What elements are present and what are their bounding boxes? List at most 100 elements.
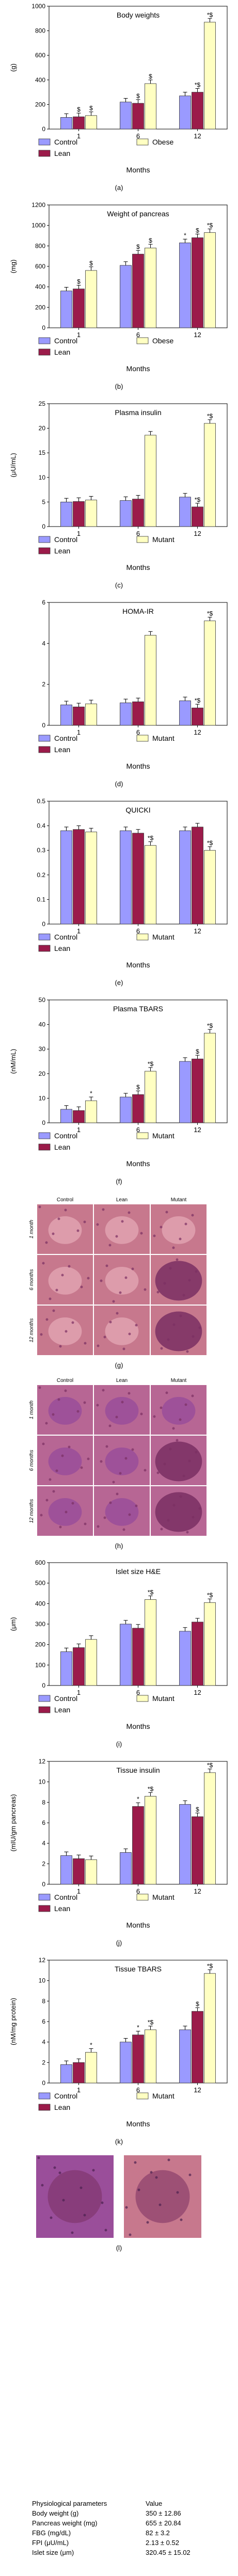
x-tick-label: 6 — [136, 2086, 140, 2094]
nucleus-dot — [179, 1237, 182, 1241]
physiological-table: Physiological parameters Value Body weig… — [32, 2499, 208, 2557]
legend-swatch — [136, 536, 149, 543]
x-tick-label: 1 — [77, 132, 81, 140]
y-tick-label: 0 — [42, 1682, 45, 1689]
nucleus-dot — [122, 1528, 125, 1531]
nucleus-dot — [92, 2169, 95, 2172]
micrograph-column-label: Mutant — [171, 1378, 187, 1384]
micrograph-pair-l — [36, 2155, 201, 2238]
significance-mark: *$ — [207, 610, 213, 617]
bar — [73, 706, 85, 726]
micrograph-column-label: Lean — [116, 1197, 128, 1203]
micrograph-row-label: 6 months — [29, 1269, 35, 1290]
nucleus-dot — [96, 1404, 99, 1407]
nucleus-dot — [180, 2218, 183, 2221]
nucleus-dot — [57, 1217, 60, 1220]
bar — [85, 832, 97, 925]
legend-swatch — [136, 337, 149, 344]
nucleus-dot — [167, 1338, 170, 1341]
y-axis-label: (μU/mL) — [9, 453, 17, 477]
nucleus-dot — [172, 1504, 176, 1507]
legend-swatch — [38, 933, 51, 941]
y-tick-label: 0 — [42, 1119, 45, 1126]
bar — [132, 253, 144, 328]
bar — [132, 833, 144, 925]
nucleus-dot — [96, 1223, 99, 1226]
nucleus-dot — [172, 1323, 176, 1326]
legend-swatch — [38, 536, 51, 543]
significance-mark: * — [90, 2041, 92, 2048]
y-tick-label: 800 — [35, 27, 45, 35]
islet-region — [155, 1441, 202, 1482]
nucleus-dot — [192, 1335, 195, 1338]
legend-label: Lean — [54, 2103, 70, 2111]
legend-swatch — [38, 1132, 51, 1139]
y-tick-label: 8 — [42, 1997, 45, 2005]
x-tick-label: 12 — [194, 1126, 201, 1134]
bar — [179, 700, 191, 726]
nucleus-dot — [103, 1335, 106, 1339]
bar — [179, 1061, 191, 1123]
nucleus-dot — [191, 1214, 194, 1217]
y-tick-label: 10 — [39, 474, 46, 481]
islet-region — [105, 1216, 139, 1244]
nucleus-dot — [176, 2191, 179, 2194]
nucleus-dot — [124, 1457, 128, 1460]
nucleus-dot — [115, 1235, 118, 1238]
nucleus-dot — [52, 1490, 55, 1493]
bar — [85, 2052, 97, 2084]
y-axis-label: (mg) — [9, 260, 17, 274]
bar — [120, 830, 132, 925]
significance-mark: $ — [77, 106, 81, 113]
chart-title: Plasma insulin — [115, 408, 161, 417]
caption-f: (f) — [116, 1178, 122, 1185]
nucleus-dot — [45, 1241, 48, 1244]
caption-c: (c) — [115, 581, 123, 589]
significance-mark: *$ — [207, 11, 213, 19]
nucleus-dot — [146, 2221, 149, 2224]
x-tick-label: 6 — [136, 331, 140, 339]
significance-mark: *$ — [207, 1592, 213, 1599]
bar — [60, 830, 72, 925]
islet-region — [105, 1448, 139, 1475]
nucleus-dot — [68, 1445, 71, 1449]
nucleus-dot — [112, 1481, 115, 1484]
x-tick-label: 12 — [194, 1887, 201, 1895]
chart-title: QUICKI — [125, 806, 150, 814]
x-tick-label: 12 — [194, 2086, 201, 2094]
y-axis-label: (g) — [9, 63, 17, 72]
nucleus-dot — [131, 1267, 134, 1270]
x-tick-label: 1 — [77, 530, 81, 537]
x-axis-label: Months — [126, 1722, 150, 1730]
legend-swatch — [38, 547, 51, 554]
micrograph-column-label: Lean — [116, 1378, 128, 1384]
y-tick-label: 600 — [35, 1559, 45, 1566]
nucleus-dot — [188, 1459, 191, 1462]
bar — [132, 1094, 144, 1123]
nucleus-dot — [119, 1472, 122, 1475]
x-tick-label: 1 — [77, 728, 81, 736]
y-tick-label: 8 — [42, 1799, 45, 1806]
bar — [132, 2034, 144, 2084]
table-cell-value: 655 ± 20.84 — [146, 2519, 181, 2527]
significance-mark: $ — [149, 73, 152, 80]
bar — [73, 2062, 85, 2084]
nucleus-dot — [198, 1507, 201, 1510]
bar — [145, 435, 156, 527]
caption-b: (b) — [115, 383, 123, 390]
nucleus-dot — [100, 1279, 103, 1282]
y-tick-label: 600 — [35, 52, 45, 59]
nucleus-dot — [134, 2161, 137, 2164]
chart-title: Tissue TBARS — [115, 1965, 162, 1973]
y-tick-label: 12 — [39, 1758, 46, 1765]
chart-title: Islet size H&E — [116, 1567, 161, 1576]
legend-label: Obese — [152, 337, 173, 345]
legend-label: Lean — [54, 944, 70, 952]
y-tick-label: 0 — [42, 920, 45, 928]
x-axis-label: Months — [126, 762, 150, 770]
bar — [73, 116, 85, 130]
nucleus-dot — [103, 1516, 106, 1519]
nucleus-dot — [105, 1445, 108, 1448]
y-tick-label: 0 — [42, 722, 45, 729]
nucleus-dot — [40, 1333, 43, 1336]
